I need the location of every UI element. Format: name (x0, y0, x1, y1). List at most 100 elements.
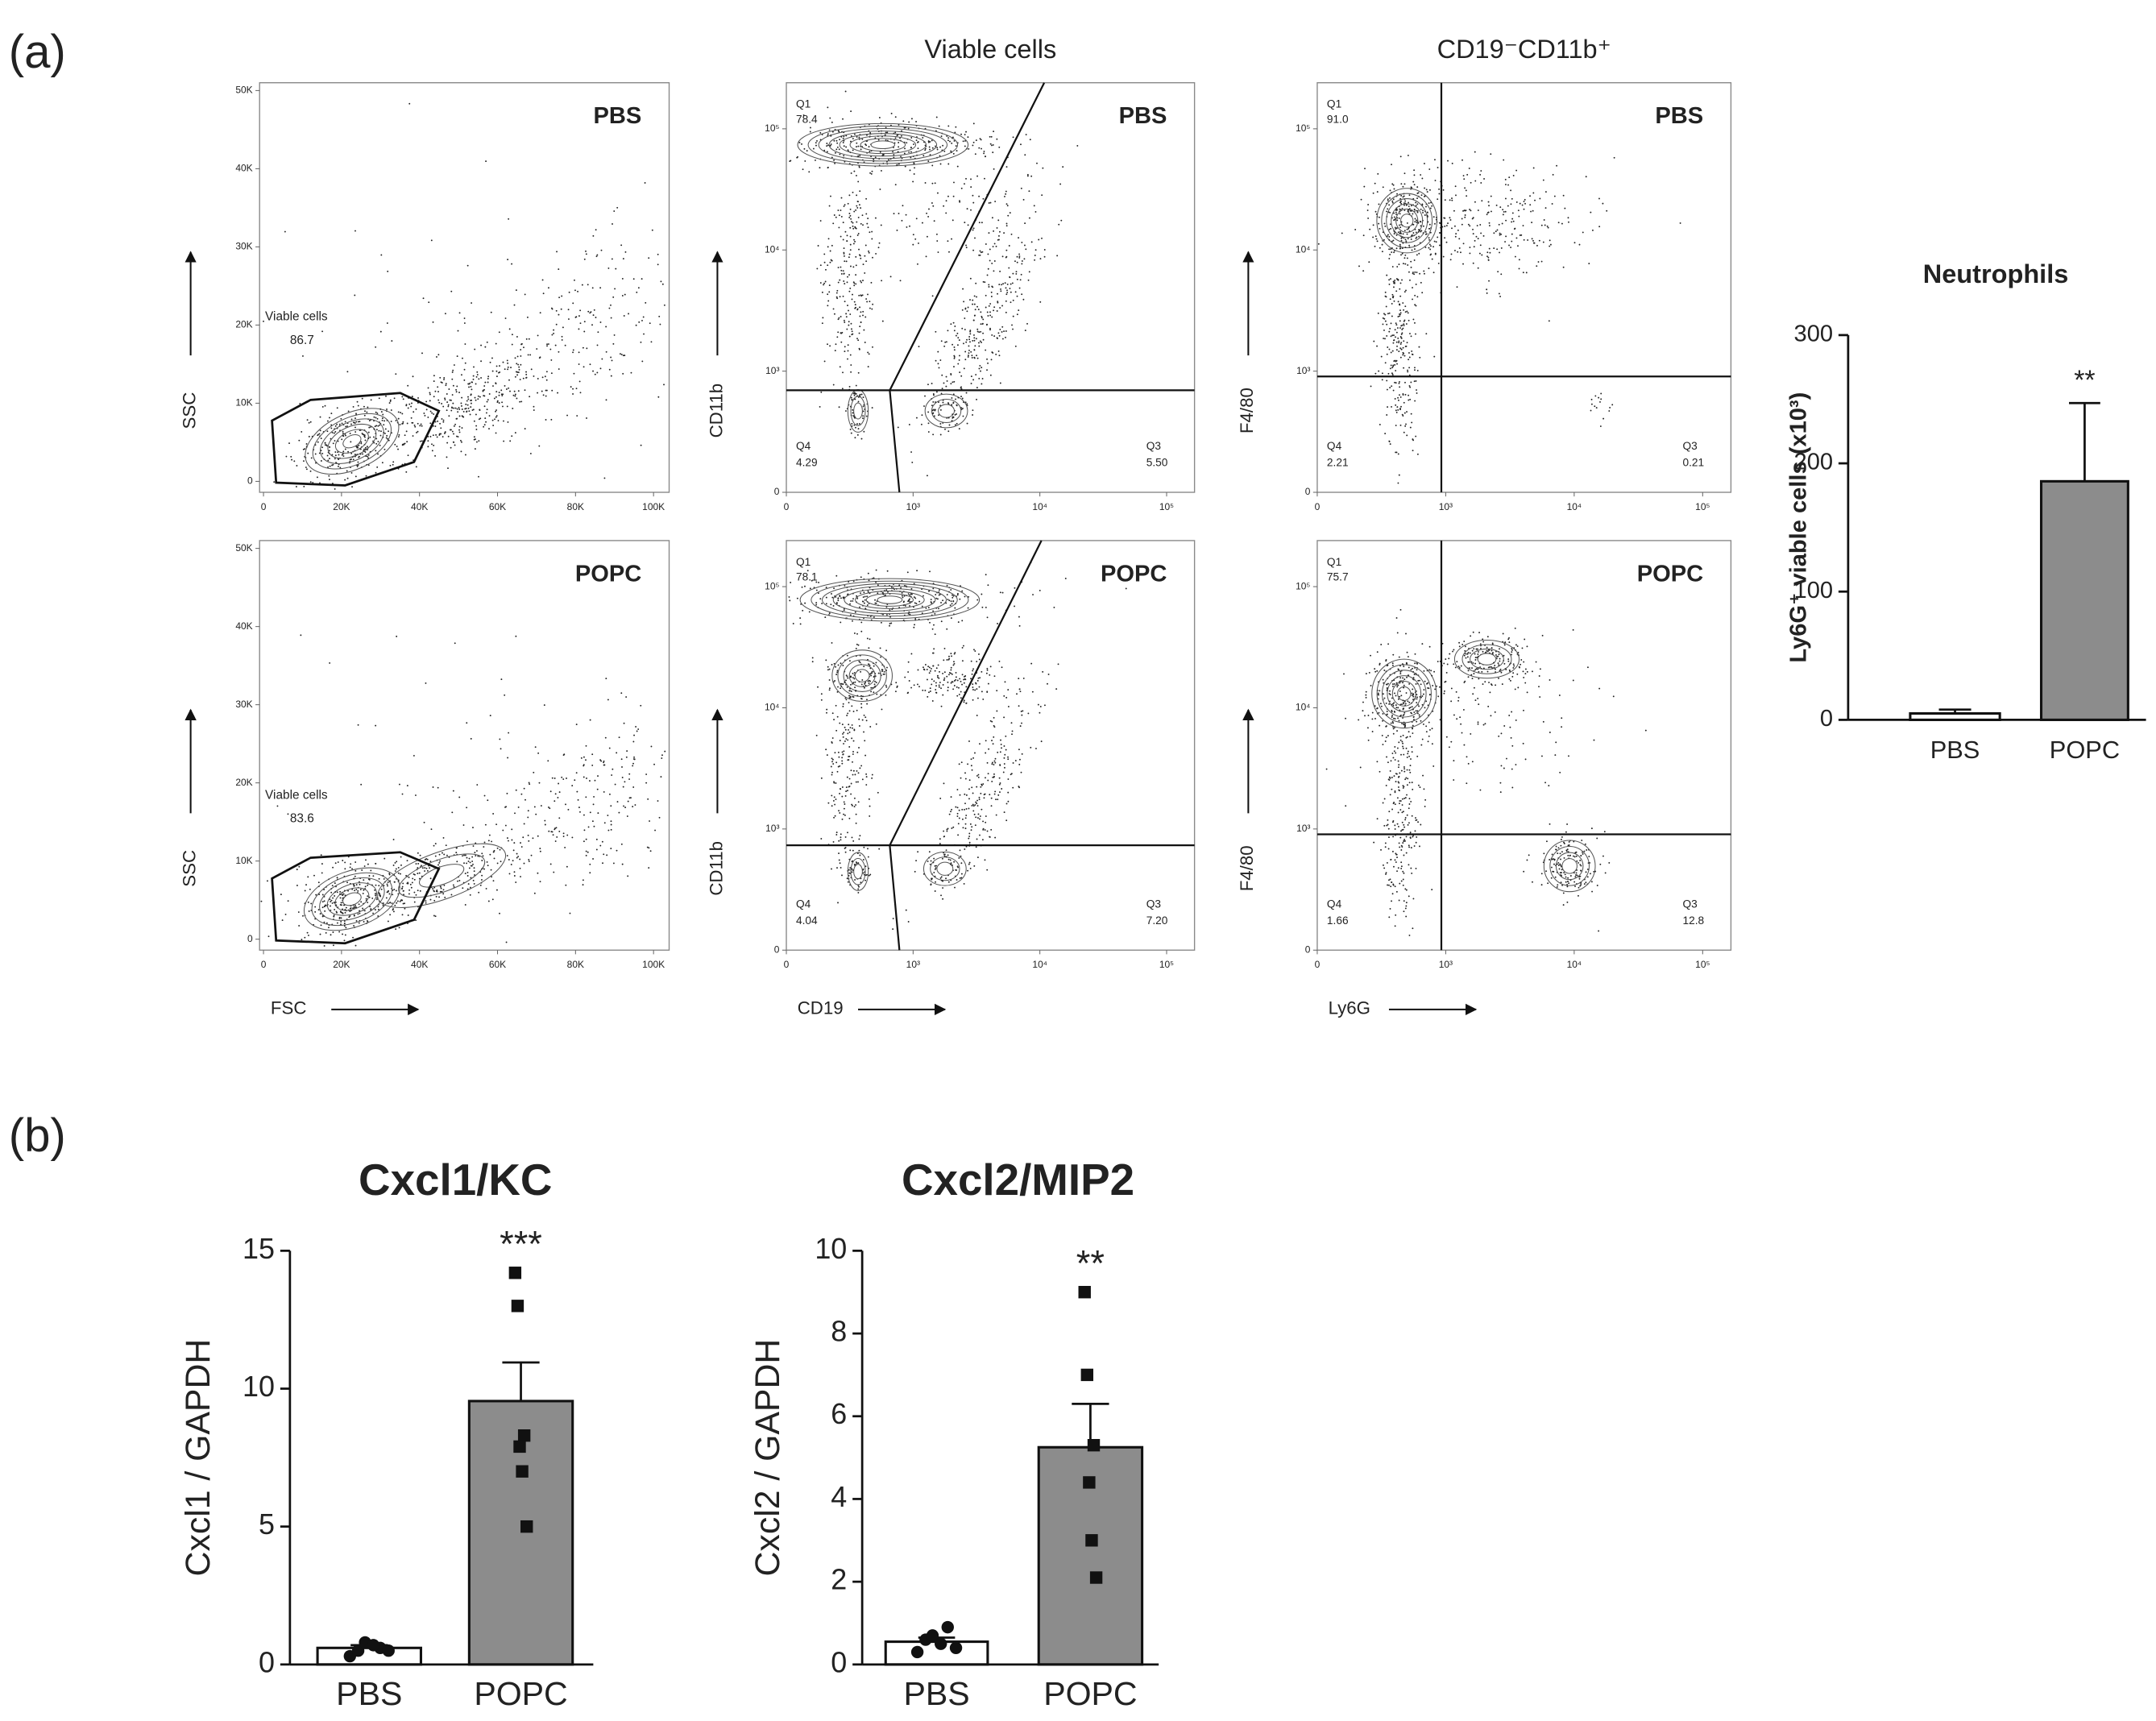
event-dot (908, 151, 910, 153)
event-dot (860, 592, 862, 595)
event-dot (528, 840, 530, 842)
event-dot (1395, 211, 1397, 214)
event-dot (1372, 224, 1374, 226)
event-dot (1403, 230, 1406, 232)
event-dot (1531, 238, 1533, 240)
event-dot (392, 910, 395, 913)
event-dot (1400, 194, 1403, 197)
event-dot (561, 335, 563, 338)
event-dot (1401, 236, 1403, 238)
event-dot (852, 753, 854, 755)
event-dot (848, 710, 851, 712)
event-dot (948, 671, 951, 674)
event-dot (1425, 333, 1428, 335)
event-dot (915, 860, 918, 862)
event-dot (1402, 327, 1404, 330)
event-dot (358, 922, 360, 924)
event-dot (481, 874, 483, 877)
event-dot (516, 397, 518, 400)
event-dot (1043, 255, 1046, 258)
event-dot (505, 941, 508, 943)
event-dot (972, 688, 974, 690)
contour (797, 122, 969, 167)
event-dot (1005, 336, 1006, 338)
event-dot (451, 430, 454, 433)
event-dot (972, 303, 974, 305)
event-dot (624, 251, 627, 253)
event-dot (386, 322, 388, 324)
event-dot (1025, 134, 1027, 135)
event-dot (405, 430, 408, 433)
event-dot (375, 429, 378, 431)
event-dot (528, 859, 530, 860)
event-dot (840, 833, 842, 836)
event-dot (947, 854, 949, 856)
contour (843, 659, 881, 692)
event-dot (478, 418, 480, 421)
event-dot (649, 820, 650, 822)
event-dot (657, 253, 659, 255)
event-dot (324, 404, 326, 407)
event-dot (903, 595, 906, 597)
event-dot (1403, 195, 1405, 197)
event-dot (589, 719, 591, 721)
event-dot (1395, 290, 1398, 292)
gate-percent: 78.4 (796, 114, 818, 126)
event-dot (990, 828, 993, 831)
event-dot (620, 692, 623, 695)
event-dot (399, 424, 401, 425)
event-dot (660, 280, 662, 283)
event-dot (429, 867, 431, 869)
event-dot (558, 368, 560, 370)
event-dot (401, 885, 404, 888)
event-dot (853, 210, 856, 213)
event-dot (607, 815, 609, 816)
event-dot (1379, 216, 1380, 218)
event-dot (1428, 223, 1431, 226)
event-dot (967, 763, 969, 765)
event-dot (985, 672, 988, 674)
event-dot (834, 162, 836, 164)
event-dot (520, 400, 523, 403)
event-dot (1034, 210, 1037, 213)
event-dot (885, 589, 888, 591)
event-dot (909, 169, 911, 172)
event-dot (940, 340, 943, 342)
event-dot (1006, 289, 1008, 292)
event-dot (356, 400, 359, 403)
event-dot (421, 867, 424, 869)
event-dot (487, 399, 489, 401)
event-dot (1399, 320, 1401, 322)
event-dot (878, 848, 881, 850)
event-dot (864, 682, 866, 684)
event-dot (958, 693, 960, 695)
event-dot (1416, 392, 1418, 394)
event-dot (437, 786, 439, 789)
event-dot (802, 168, 804, 171)
event-dot (1005, 819, 1008, 822)
event-dot (1444, 225, 1446, 227)
event-dot (1005, 696, 1008, 699)
event-dot (1005, 166, 1008, 168)
event-dot (927, 695, 929, 698)
event-dot (302, 448, 305, 450)
event-dot (379, 894, 381, 897)
event-dot (877, 584, 879, 587)
event-dot (995, 814, 997, 816)
event-dot (1420, 221, 1422, 223)
event-dot (846, 686, 848, 688)
event-dot (1395, 349, 1398, 351)
event-dot (439, 376, 442, 379)
event-dot (844, 728, 847, 731)
event-dot (406, 441, 408, 443)
event-dot (849, 696, 852, 699)
event-dot (649, 850, 652, 852)
event-dot (978, 686, 981, 688)
event-dot (852, 333, 854, 335)
event-dot (1014, 345, 1017, 347)
event-dot (456, 847, 458, 849)
x-tick-label: 80K (567, 959, 584, 970)
event-dot (502, 829, 504, 831)
event-dot (636, 291, 638, 293)
event-dot (851, 737, 853, 740)
